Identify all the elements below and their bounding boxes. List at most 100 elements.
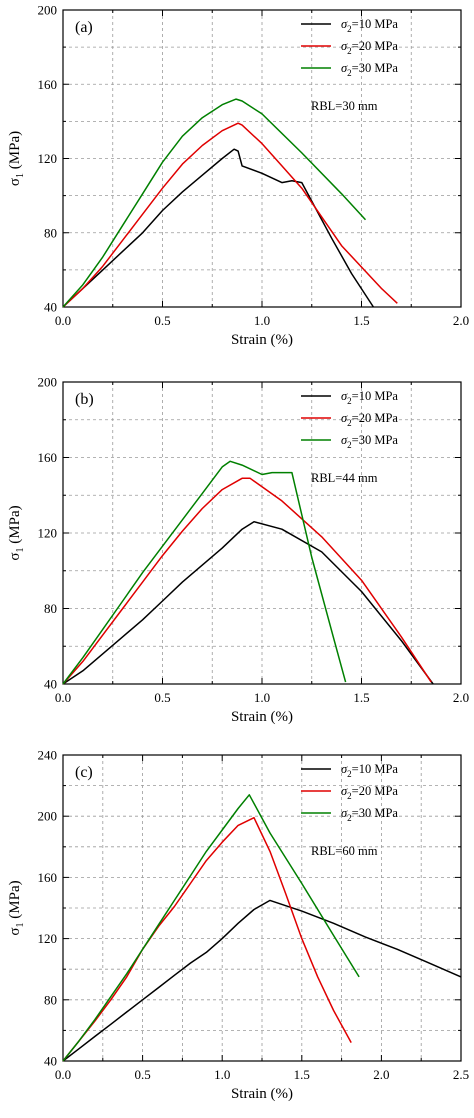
rbl-annotation: RBL=44 mm <box>311 471 378 485</box>
y-axis-title: σ1 (MPa) <box>7 505 26 560</box>
x-tick-label: 1.5 <box>353 313 369 328</box>
series-line-2 <box>62 816 352 1062</box>
legend-subscript: 2 <box>347 418 352 428</box>
legend-subscript: 2 <box>347 769 352 779</box>
y-axis-symbol: σ <box>7 178 23 186</box>
legend-subscript: 2 <box>347 68 352 78</box>
legend-entry: σ2=10 MPa <box>341 762 398 779</box>
y-tick-label: 80 <box>44 992 57 1007</box>
y-axis-subscript: 1 <box>15 547 26 552</box>
x-tick-label: 1.5 <box>294 1067 310 1082</box>
y-tick-label: 120 <box>38 931 58 946</box>
legend-subscript: 2 <box>347 791 352 801</box>
legend-entry: σ2=30 MPa <box>341 433 398 450</box>
legend-symbol: σ <box>341 17 348 31</box>
legend-value: =20 MPa <box>352 39 399 53</box>
y-axis-subscript: 1 <box>15 173 26 178</box>
y-tick-label: 120 <box>38 526 58 541</box>
y-tick-label: 120 <box>38 151 58 166</box>
legend-entry: σ2=20 MPa <box>341 784 398 801</box>
legend-value: =20 MPa <box>352 411 399 425</box>
y-tick-label: 240 <box>38 748 58 763</box>
x-tick-label: 1.0 <box>214 1067 230 1082</box>
legend-symbol: σ <box>341 389 348 403</box>
y-tick-label: 80 <box>44 225 57 240</box>
x-axis-title: Strain (%) <box>231 1086 293 1102</box>
panel-label: (c) <box>75 764 93 781</box>
legend-symbol: σ <box>341 61 348 75</box>
legend-entry: σ2=10 MPa <box>341 17 398 34</box>
x-tick-label: 2.5 <box>453 1067 469 1082</box>
x-tick-label: 0.0 <box>55 1067 71 1082</box>
x-tick-label: 2.0 <box>453 313 469 328</box>
panel-label: (b) <box>75 391 94 408</box>
legend-value: =30 MPa <box>352 806 399 820</box>
chart-panel-3: 0.0 0.5 1.0 1.5 2.0 2.5 40 80 120 160 200 240 Strain… <box>7 748 469 1103</box>
x-tick-label: 0.0 <box>55 690 71 705</box>
rbl-annotation: RBL=30 mm <box>311 99 378 113</box>
x-tick-label: 1.0 <box>254 313 270 328</box>
legend-value: =10 MPa <box>352 17 399 31</box>
panel-label: (a) <box>75 19 93 36</box>
y-axis-unit: (MPa) <box>7 880 23 922</box>
legend-entry: σ2=30 MPa <box>341 61 398 78</box>
x-tick-label: 0.5 <box>154 313 170 328</box>
y-tick-label: 40 <box>44 300 57 315</box>
series-line-2 <box>62 122 398 308</box>
legend-subscript: 2 <box>347 440 352 450</box>
y-tick-label: 200 <box>38 809 58 824</box>
y-tick-label: 160 <box>38 77 58 92</box>
y-tick-label: 40 <box>44 1054 57 1069</box>
legend-value: =30 MPa <box>352 61 399 75</box>
legend-value: =10 MPa <box>352 389 399 403</box>
y-axis-unit: (MPa) <box>7 505 23 547</box>
legend-symbol: σ <box>341 762 348 776</box>
series-line-1 <box>62 148 375 308</box>
legend-subscript: 2 <box>347 24 352 34</box>
series-line-2 <box>62 477 432 685</box>
x-tick-label: 2.0 <box>373 1067 389 1082</box>
series-line-1 <box>62 520 434 685</box>
y-tick-label: 200 <box>38 375 58 390</box>
y-tick-label: 160 <box>38 450 58 465</box>
y-axis-title: σ1 (MPa) <box>7 880 26 935</box>
legend-subscript: 2 <box>347 46 352 56</box>
legend-symbol: σ <box>341 39 348 53</box>
legend-symbol: σ <box>341 433 348 447</box>
x-axis-title: Strain (%) <box>231 709 293 725</box>
y-tick-label: 80 <box>44 601 57 616</box>
legend-value: =20 MPa <box>352 784 399 798</box>
legend-entry: σ2=10 MPa <box>341 389 398 406</box>
legend-subscript: 2 <box>347 813 352 823</box>
legend-value: =30 MPa <box>352 433 399 447</box>
y-axis-symbol: σ <box>7 927 23 935</box>
legend-symbol: σ <box>341 784 348 798</box>
x-tick-label: 0.5 <box>154 690 170 705</box>
legend-entry: σ2=20 MPa <box>341 39 398 56</box>
y-axis-title: σ1 (MPa) <box>7 131 26 186</box>
series-line-3 <box>62 794 360 1062</box>
legend-subscript: 2 <box>347 396 352 406</box>
legend-entry: σ2=30 MPa <box>341 806 398 823</box>
x-tick-label: 0.0 <box>55 313 71 328</box>
series-line-3 <box>62 98 367 308</box>
y-tick-label: 40 <box>44 677 57 692</box>
legend-symbol: σ <box>341 411 348 425</box>
x-tick-label: 0.5 <box>134 1067 150 1082</box>
y-tick-label: 200 <box>38 3 58 18</box>
x-axis-title: Strain (%) <box>231 332 293 348</box>
series-line-1 <box>62 899 462 1062</box>
legend-value: =10 MPa <box>352 762 399 776</box>
series-line-3 <box>62 460 347 685</box>
y-axis-subscript: 1 <box>15 922 26 927</box>
x-tick-label: 1.5 <box>353 690 369 705</box>
x-tick-label: 2.0 <box>453 690 469 705</box>
y-axis-symbol: σ <box>7 552 23 560</box>
legend-symbol: σ <box>341 806 348 820</box>
y-tick-label: 160 <box>38 870 58 885</box>
y-axis-unit: (MPa) <box>7 131 23 173</box>
legend-entry: σ2=20 MPa <box>341 411 398 428</box>
